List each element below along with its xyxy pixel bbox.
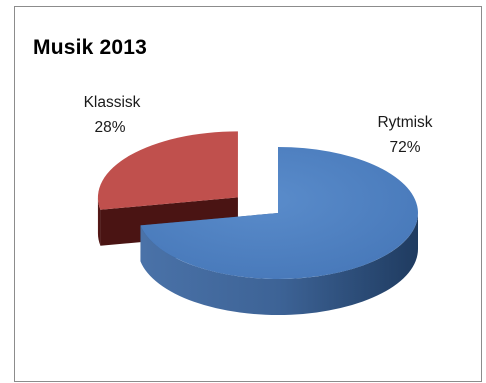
slice-value-rytmisk: 72% [389, 139, 420, 156]
slice-rytmisk-side [140, 213, 418, 315]
slice-rytmisk [140, 147, 419, 315]
slice-klassisk-top [97, 131, 238, 210]
slice-rytmisk-top [140, 147, 419, 279]
slice-label-rytmisk: Rytmisk [377, 114, 432, 131]
chart-title: Musik 2013 [33, 36, 148, 59]
slice-value-klassisk: 28% [94, 119, 125, 136]
slice-klassisk-side [97, 197, 101, 246]
slice-label-klassisk: Klassisk [84, 94, 141, 111]
